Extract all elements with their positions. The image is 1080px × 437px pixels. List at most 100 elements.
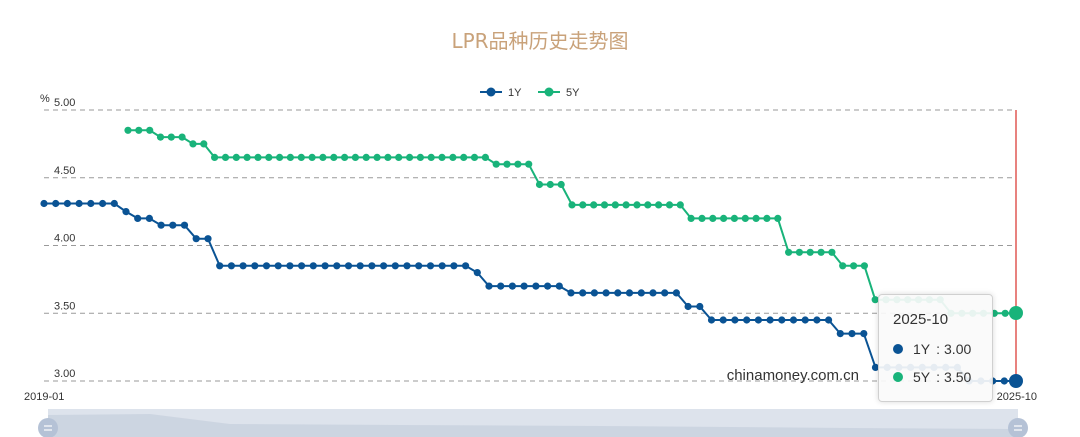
data-point[interactable] [520,282,528,290]
data-point[interactable] [741,214,749,222]
data-point[interactable] [124,126,132,134]
data-point[interactable] [871,296,879,304]
data-point[interactable] [274,262,282,270]
data-point[interactable] [211,153,219,161]
data-point[interactable] [590,201,598,209]
data-point[interactable] [532,282,540,290]
data-point[interactable] [449,153,457,161]
data-point[interactable] [232,153,240,161]
data-point[interactable] [731,316,739,324]
data-point[interactable] [848,330,856,338]
data-point[interactable] [813,316,821,324]
data-point[interactable] [427,153,435,161]
data-point[interactable] [330,153,338,161]
data-point[interactable] [156,133,165,141]
data-point[interactable] [157,221,165,229]
data-point[interactable] [145,214,153,222]
data-point[interactable] [321,262,329,270]
data-point[interactable] [778,316,786,324]
data-point[interactable] [665,201,674,209]
data-point[interactable] [600,201,609,209]
data-point[interactable] [192,235,200,243]
data-point[interactable] [774,214,782,222]
data-point[interactable] [754,316,763,324]
hover-point-5y[interactable] [1009,306,1023,320]
data-point[interactable] [286,262,294,270]
data-point[interactable] [276,153,284,161]
data-point[interactable] [406,153,414,161]
data-point[interactable] [110,199,118,208]
data-point[interactable] [485,282,493,290]
data-point[interactable] [251,262,259,270]
data-point[interactable] [743,316,751,324]
data-point[interactable] [763,214,771,222]
data-point[interactable] [508,282,516,290]
data-point[interactable] [568,201,576,209]
data-point[interactable] [262,262,271,270]
data-point[interactable] [637,289,645,297]
data-point[interactable] [614,289,622,297]
data-point[interactable] [1000,377,1008,385]
data-point[interactable] [590,289,599,297]
data-point[interactable] [426,262,435,270]
data-point[interactable] [839,262,847,270]
data-point[interactable] [644,201,652,209]
data-point[interactable] [544,282,552,290]
legend-item-1y[interactable]: 1Y [480,87,522,99]
data-point[interactable] [719,316,727,324]
data-point[interactable] [676,201,684,209]
hover-point-1y[interactable] [1009,374,1023,388]
data-point[interactable] [698,214,706,222]
data-point[interactable] [514,160,522,168]
data-point[interactable] [134,214,142,222]
data-point[interactable] [239,262,247,270]
data-point[interactable] [707,316,716,324]
data-point[interactable] [684,302,692,311]
data-point[interactable] [391,262,399,270]
data-point[interactable] [470,153,479,161]
data-point[interactable] [122,208,130,216]
data-point[interactable] [204,235,212,243]
data-point[interactable] [169,221,177,229]
data-point[interactable] [661,289,669,297]
data-point[interactable] [368,262,376,270]
data-point[interactable] [403,262,411,270]
data-point[interactable] [265,153,273,161]
data-point[interactable] [836,330,844,338]
data-point[interactable] [308,153,316,161]
data-point[interactable] [309,262,317,270]
data-point[interactable] [200,140,208,148]
data-point[interactable] [766,316,774,324]
data-point[interactable] [825,316,833,324]
data-point[interactable] [146,126,154,134]
data-point[interactable] [557,180,565,189]
legend[interactable]: 1Y 5Y [480,87,580,99]
data-point[interactable] [189,140,197,148]
data-point[interactable] [817,248,825,256]
data-point[interactable] [602,289,610,297]
data-point[interactable] [860,262,869,270]
data-point[interactable] [481,153,489,161]
data-point[interactable] [579,289,587,297]
data-point[interactable] [625,289,634,297]
data-point[interactable] [720,214,728,222]
series-5y[interactable] [124,126,1020,317]
legend-item-5y[interactable]: 5Y [538,87,580,99]
data-point[interactable] [356,262,364,270]
data-point[interactable] [438,153,446,161]
data-point[interactable] [709,214,717,222]
data-point[interactable] [687,214,695,222]
data-point[interactable] [40,199,48,208]
data-point[interactable] [341,153,349,161]
data-point[interactable] [611,201,619,209]
data-point[interactable] [579,201,587,209]
data-point[interactable] [319,153,327,161]
data-point[interactable] [243,153,251,161]
data-point[interactable] [503,160,511,168]
data-point[interactable] [497,282,505,290]
data-point[interactable] [850,262,858,270]
data-point[interactable] [789,316,798,324]
data-point[interactable] [75,199,83,208]
data-point[interactable] [395,153,403,161]
